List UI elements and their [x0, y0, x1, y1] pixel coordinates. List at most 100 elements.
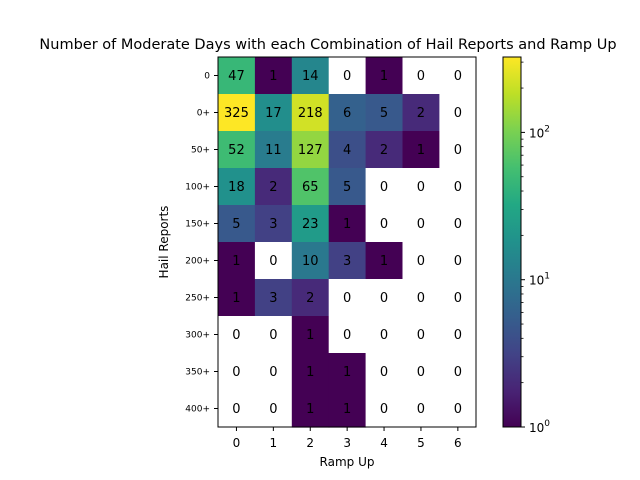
- x-tick-label: 6: [454, 436, 462, 450]
- cell-value-label: 0: [417, 69, 425, 84]
- heatmap-cell: [291, 205, 330, 243]
- heatmap-cell: [328, 390, 367, 428]
- heatmap-cell: [254, 279, 293, 317]
- heatmap-cell: [218, 316, 256, 354]
- cell-value-label: 65: [302, 180, 319, 195]
- heatmap-cell: [254, 168, 293, 206]
- heatmap-cell: [439, 168, 477, 206]
- heatmap-cell: [402, 316, 440, 354]
- heatmap-cell: [365, 131, 404, 169]
- cell-value-label: 0: [417, 365, 425, 380]
- heatmap-cell: [291, 390, 330, 428]
- heatmap-cell: [365, 205, 404, 243]
- y-tick-label: 250+: [185, 294, 210, 304]
- heatmap-cell: [254, 94, 293, 132]
- heatmap-cell: [402, 131, 440, 169]
- cell-value-label: 0: [417, 217, 425, 232]
- cell-value-label: 4: [343, 143, 351, 158]
- cell-value-label: 0: [343, 69, 351, 84]
- heatmap-cell: [254, 353, 293, 391]
- heatmap-cell: [254, 131, 293, 169]
- cell-value-label: 5: [232, 217, 240, 232]
- heatmap-cell: [439, 390, 477, 428]
- cell-value-label: 0: [417, 402, 425, 417]
- heatmap-cell: [218, 168, 256, 206]
- heatmap-cell: [439, 94, 477, 132]
- cell-value-label: 0: [232, 402, 240, 417]
- y-tick-label: 0: [204, 72, 210, 82]
- heatmap-cell: [365, 316, 404, 354]
- cell-value-label: 0: [269, 254, 277, 269]
- cell-value-label: 0: [232, 328, 240, 343]
- heatmap-cell: [291, 168, 330, 206]
- heatmap-cell: [365, 279, 404, 317]
- cell-value-label: 1: [343, 402, 351, 417]
- heatmap-cell: [365, 353, 404, 391]
- heatmap-cell: [328, 353, 367, 391]
- heatmap-cell: [254, 57, 293, 95]
- cell-value-label: 1: [306, 365, 314, 380]
- cell-value-label: 1: [380, 69, 388, 84]
- x-tick-label: 1: [270, 436, 278, 450]
- heatmap-cell: [254, 205, 293, 243]
- heatmap-cell: [439, 131, 477, 169]
- cell-value-label: 11: [265, 143, 282, 158]
- heatmap-cell: [365, 168, 404, 206]
- cell-value-label: 1: [306, 402, 314, 417]
- cell-value-label: 0: [454, 106, 462, 121]
- cell-value-label: 0: [380, 328, 388, 343]
- heatmap-cell: [402, 205, 440, 243]
- cell-value-label: 0: [343, 328, 351, 343]
- colorbar: [502, 56, 522, 428]
- cell-value-label: 1: [306, 328, 314, 343]
- cell-value-label: 0: [417, 291, 425, 306]
- heatmap-cells: [218, 57, 477, 428]
- colorbar-tick-label: 101: [529, 272, 550, 288]
- heatmap-cell: [291, 131, 330, 169]
- heatmap-cell: [439, 279, 477, 317]
- cell-value-label: 2: [269, 180, 277, 195]
- heatmap-cell: [328, 242, 367, 280]
- cell-value-label: 0: [343, 291, 351, 306]
- cell-value-label: 1: [343, 365, 351, 380]
- x-tick-label: 2: [306, 436, 314, 450]
- y-tick-label: 150+: [185, 220, 210, 230]
- y-axis-label: Hail Reports: [157, 206, 171, 279]
- x-tick-label: 5: [417, 436, 425, 450]
- heatmap-cell: [328, 316, 367, 354]
- cell-value-label: 0: [380, 402, 388, 417]
- heatmap-cell: [218, 242, 256, 280]
- cell-value-label: 0: [454, 143, 462, 158]
- cell-value-label: 0: [269, 365, 277, 380]
- cell-value-label: 325: [224, 106, 249, 121]
- cell-value-label: 1: [343, 217, 351, 232]
- cell-value-label: 1: [232, 291, 240, 306]
- heatmap-cell: [439, 353, 477, 391]
- heatmap-cell: [328, 168, 367, 206]
- x-tick-label: 3: [343, 436, 351, 450]
- y-tick-label: 350+: [185, 368, 210, 378]
- cell-value-label: 47: [228, 69, 245, 84]
- heatmap-cell: [218, 57, 256, 95]
- x-tick-label: 4: [380, 436, 388, 450]
- heatmap-cell: [291, 57, 330, 95]
- colorbar-tick-label: 102: [529, 124, 550, 140]
- cell-value-label: 0: [454, 402, 462, 417]
- y-tick-label: 300+: [185, 331, 210, 341]
- cell-value-label: 2: [380, 143, 388, 158]
- heatmap-cell: [254, 390, 293, 428]
- heatmap-cell: [365, 57, 404, 95]
- heatmap-cell: [402, 242, 440, 280]
- cell-value-label: 1: [380, 254, 388, 269]
- heatmap-cell: [439, 57, 477, 95]
- heatmap-cell: [439, 316, 477, 354]
- cell-value-label: 10: [302, 254, 319, 269]
- y-tick-label: 100+: [185, 183, 210, 193]
- heatmap-cell: [402, 353, 440, 391]
- heatmap-cell: [218, 353, 256, 391]
- cell-value-label: 0: [417, 254, 425, 269]
- cell-value-label: 0: [454, 365, 462, 380]
- heatmap-cell: [254, 242, 293, 280]
- cell-value-label: 1: [232, 254, 240, 269]
